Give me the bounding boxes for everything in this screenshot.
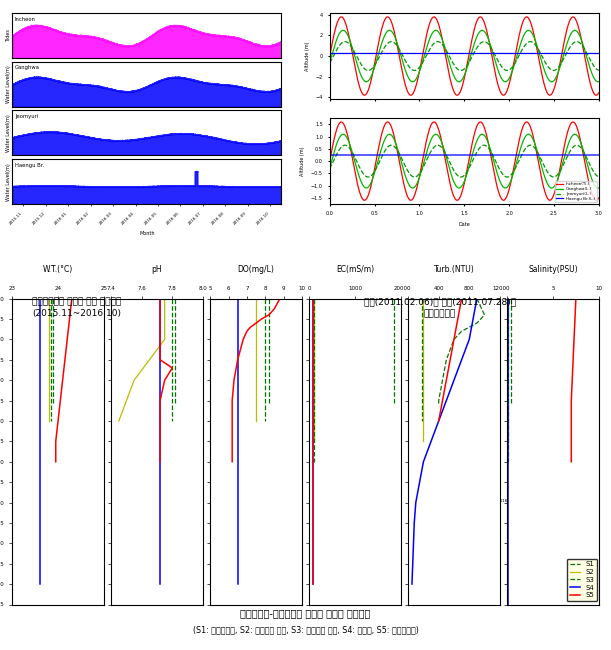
Text: 한강하구역의 조위와 하천 수위변화
(2015.11~2016.10): 한강하구역의 조위와 하천 수위변화 (2015.11~2016.10) <box>32 297 121 318</box>
Text: 2016.06.06: 2016.06.06 <box>408 499 431 503</box>
Text: 2016.06.05: 2016.06.05 <box>318 499 342 503</box>
Y-axis label: Water Level(m): Water Level(m) <box>6 66 11 103</box>
Y-axis label: Water Level(m): Water Level(m) <box>6 162 11 200</box>
Title: Turb.(NTU): Turb.(NTU) <box>434 265 474 274</box>
Legend: S1, S2, S3, S4, S5: S1, S2, S3, S4, S5 <box>567 558 597 601</box>
Text: 2016.06.07: 2016.06.07 <box>497 499 521 503</box>
Text: Jeomyuri: Jeomyuri <box>15 114 38 119</box>
Y-axis label: Altitude (m): Altitude (m) <box>305 42 310 71</box>
Title: EC(mS/m): EC(mS/m) <box>336 265 374 274</box>
X-axis label: Month: Month <box>139 231 155 237</box>
Y-axis label: Tides: Tides <box>6 29 11 42</box>
Title: pH: pH <box>152 265 163 274</box>
Title: W.T.(°C): W.T.(°C) <box>43 265 73 274</box>
Title: DO(mg/L): DO(mg/L) <box>238 265 274 274</box>
X-axis label: Date: Date <box>458 222 470 227</box>
Title: Salinity(PSU): Salinity(PSU) <box>528 265 578 274</box>
Text: Haengu Br.: Haengu Br. <box>15 162 44 168</box>
Y-axis label: Water Level(m): Water Level(m) <box>6 114 11 152</box>
Text: Incheon: Incheon <box>15 17 36 21</box>
Text: Ganghwa: Ganghwa <box>15 65 40 70</box>
Text: 신곡수중보-어로한계선 구간의 수심별 수질분포: 신곡수중보-어로한계선 구간의 수심별 수질분포 <box>240 608 371 617</box>
Legend: Incheon(Ti.), Ganghwa(L.), Jeomyuri(L.), Haengu Br.(L.): Incheon(Ti.), Ganghwa(L.), Jeomyuri(L.),… <box>555 181 597 202</box>
Text: 대조(2011.02.06)와 소조(2011.07.28)의
하천수위변화: 대조(2011.02.06)와 소조(2011.07.28)의 하천수위변화 <box>364 297 516 318</box>
Text: (S1: 신곡수중보, S2: 일산대교 상류, S3: 일산대교 하류, S4: 누산리, S5: 어로한계선): (S1: 신곡수중보, S2: 일산대교 상류, S3: 일산대교 하류, S4… <box>192 625 419 634</box>
Y-axis label: Altitude (m): Altitude (m) <box>301 146 306 176</box>
